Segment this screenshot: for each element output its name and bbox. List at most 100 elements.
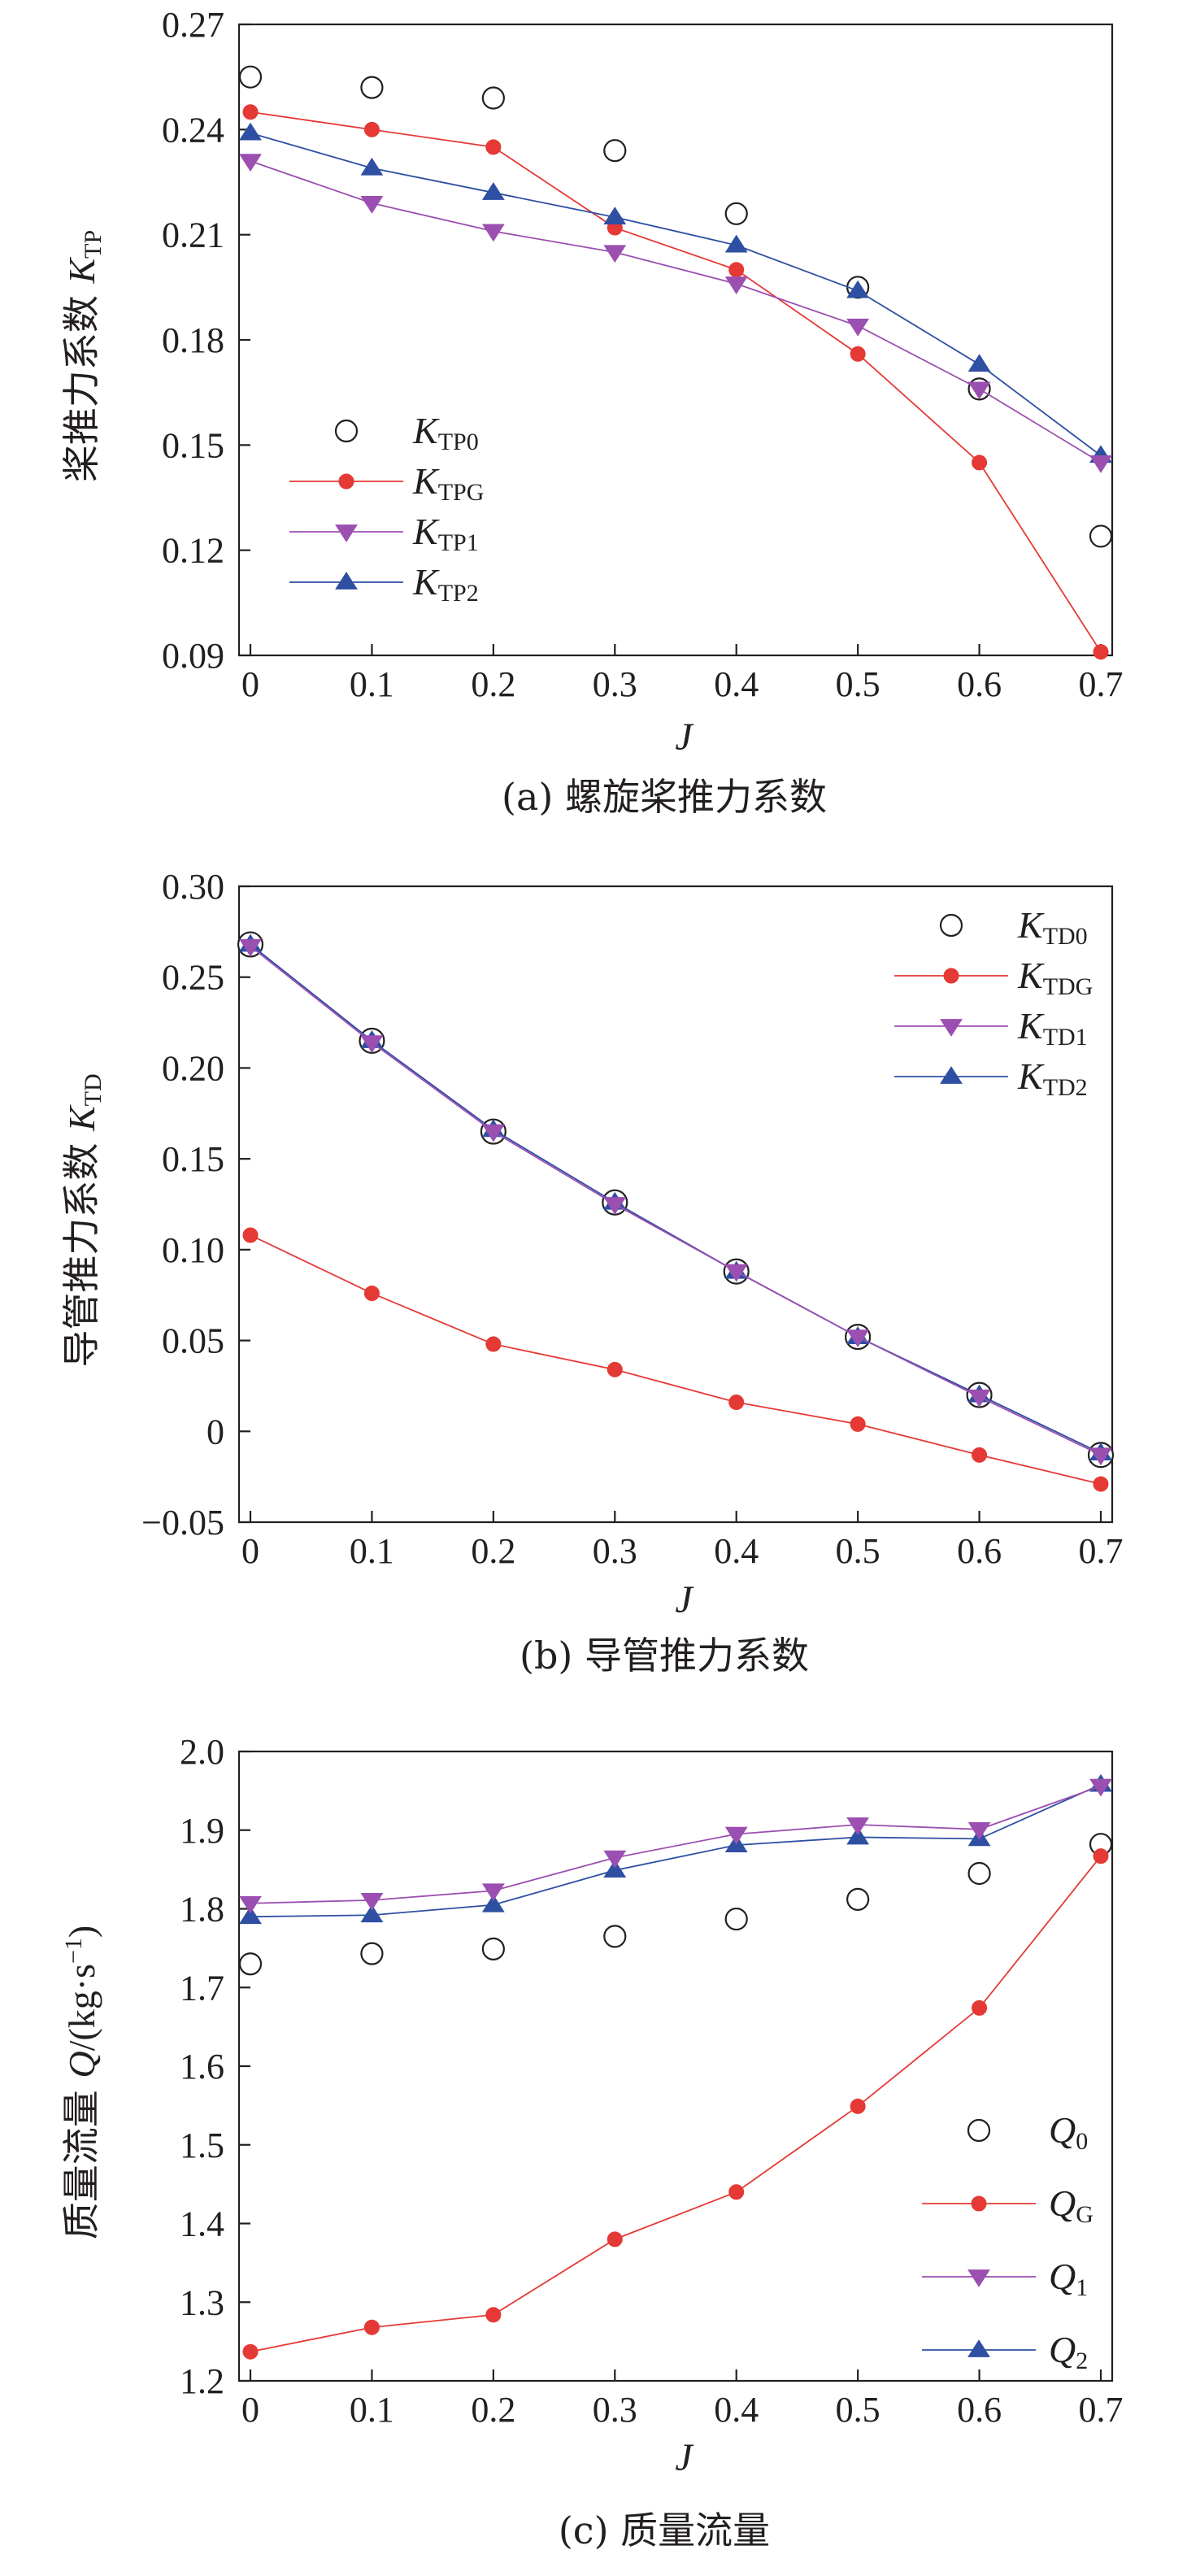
series-tp2 — [239, 122, 1112, 463]
data-point — [1089, 1778, 1112, 1797]
legend-marker — [338, 473, 354, 490]
legend: KTP0 KTPG KTP1 KTP2 — [289, 410, 484, 607]
series-line — [250, 946, 1102, 1456]
x-tick-label: 0.1 — [350, 1531, 394, 1571]
legend-label: Q1 — [1049, 2256, 1088, 2301]
data-point — [485, 139, 502, 155]
legend-marker — [939, 913, 963, 938]
data-point — [967, 354, 991, 372]
data-point — [846, 1887, 870, 1911]
data-point — [850, 1416, 866, 1432]
data-point — [360, 157, 384, 176]
y-tick-label: 2.0 — [180, 1732, 224, 1772]
x-tick-label: 0.4 — [714, 2390, 759, 2430]
y-tick-label: 0.20 — [162, 1048, 224, 1088]
data-point — [846, 318, 870, 337]
x-tick-label: 0.1 — [350, 2390, 394, 2430]
data-point — [239, 938, 262, 957]
figure-caption: (a) 螺旋桨推力系数 — [502, 775, 827, 819]
x-tick-label: 0.4 — [714, 1531, 759, 1571]
series-g — [242, 1848, 1109, 2360]
x-tick-label: 0.2 — [471, 2390, 515, 2430]
y-tick-label: 1.9 — [180, 1811, 224, 1851]
legend-marker — [967, 2269, 990, 2287]
y-tick-label: 0.09 — [162, 636, 224, 676]
series-line — [250, 943, 1102, 1454]
data-point — [238, 1952, 263, 1976]
panel-b-duct-thrust: 0 0.1 0.2 0.3 0.4 0.5 0.6 0.7 −0.05 0 0.05 0.10 0.15… — [59, 867, 1124, 1677]
legend-label: KTD2 — [1017, 1055, 1088, 1101]
data-point — [967, 1389, 991, 1408]
x-tick-label: 0.3 — [593, 1531, 637, 1571]
y-tick-label: 0.25 — [162, 958, 224, 998]
data-point — [1089, 1447, 1112, 1466]
data-point — [846, 1826, 870, 1845]
data-point — [363, 1285, 380, 1301]
data-point — [360, 1892, 384, 1911]
legend-marker — [967, 2339, 990, 2357]
y-tick-label: 1.7 — [180, 1968, 224, 2008]
series-line — [250, 1785, 1102, 1904]
data-point — [481, 182, 505, 200]
x-axis-label: J — [675, 716, 694, 759]
series-tp1 — [239, 154, 1112, 473]
x-tick-label: 0.6 — [957, 1531, 1002, 1571]
data-point — [603, 1860, 627, 1878]
legend-label: KTP2 — [412, 561, 479, 607]
data-point — [360, 76, 384, 99]
data-point — [972, 1999, 988, 2016]
data-point — [972, 455, 988, 471]
series-line — [250, 111, 1102, 653]
data-point — [239, 1895, 262, 1914]
y-tick-label: 1.2 — [180, 2361, 224, 2401]
legend-label: KTPG — [412, 460, 484, 506]
figure-caption: (c) 质量流量 — [559, 2509, 770, 2552]
data-point — [728, 1395, 745, 1411]
x-tick-label: 0.1 — [350, 664, 394, 704]
panel-c-mass-flow: 0 0.1 0.2 0.3 0.4 0.5 0.6 0.7 1.2 1.3 1.4 1.5 1.6 1.7… — [59, 1732, 1124, 2552]
legend-item: Q1 — [922, 2256, 1088, 2301]
y-tick-label: 1.4 — [180, 2204, 224, 2244]
legend-item: Q0 — [967, 2109, 1088, 2155]
y-tick-label: 0.15 — [162, 425, 224, 465]
data-point — [481, 1937, 505, 1960]
x-axis-label: J — [675, 1578, 694, 1621]
series-2 — [239, 1773, 1112, 1925]
legend-item: KTP0 — [334, 410, 479, 455]
figure-caption: (b) 导管推力系数 — [520, 1634, 809, 1677]
data-point — [850, 2098, 866, 2114]
data-point — [481, 1124, 505, 1142]
data-point — [481, 1894, 505, 1912]
series-td0 — [237, 931, 1115, 1469]
data-point — [603, 1850, 627, 1869]
legend-label: KTD0 — [1017, 904, 1088, 950]
legend-marker — [943, 968, 959, 984]
legend-item: KTDG — [894, 955, 1093, 1000]
data-point — [242, 2343, 259, 2360]
plot-frame — [237, 23, 1114, 657]
y-tick-label: 0.12 — [162, 531, 224, 571]
data-point — [846, 1329, 870, 1348]
legend-marker — [940, 1019, 963, 1037]
legend-label: Q0 — [1049, 2109, 1088, 2155]
y-tick-label: 0.21 — [162, 215, 224, 255]
x-tick-label: 0.5 — [836, 664, 880, 704]
legend-label: QG — [1049, 2182, 1093, 2228]
legend-marker — [335, 524, 358, 542]
series-line — [250, 1783, 1102, 1918]
series-line — [250, 1234, 1102, 1485]
y-tick-label: 1.6 — [180, 2047, 224, 2086]
legend-label: KTP0 — [412, 410, 479, 455]
data-point — [967, 1821, 991, 1840]
data-point — [485, 2307, 502, 2323]
data-point — [481, 86, 505, 110]
legend-item: KTP1 — [289, 511, 479, 556]
x-tick-label: 0 — [241, 664, 259, 704]
legend-label: KTP1 — [412, 511, 479, 556]
data-point — [724, 1907, 748, 1931]
legend-marker — [335, 572, 358, 590]
legend-item: KTD2 — [894, 1055, 1088, 1101]
y-tick-label: 0.30 — [162, 867, 224, 907]
y-tick-label: 0.24 — [162, 110, 224, 150]
